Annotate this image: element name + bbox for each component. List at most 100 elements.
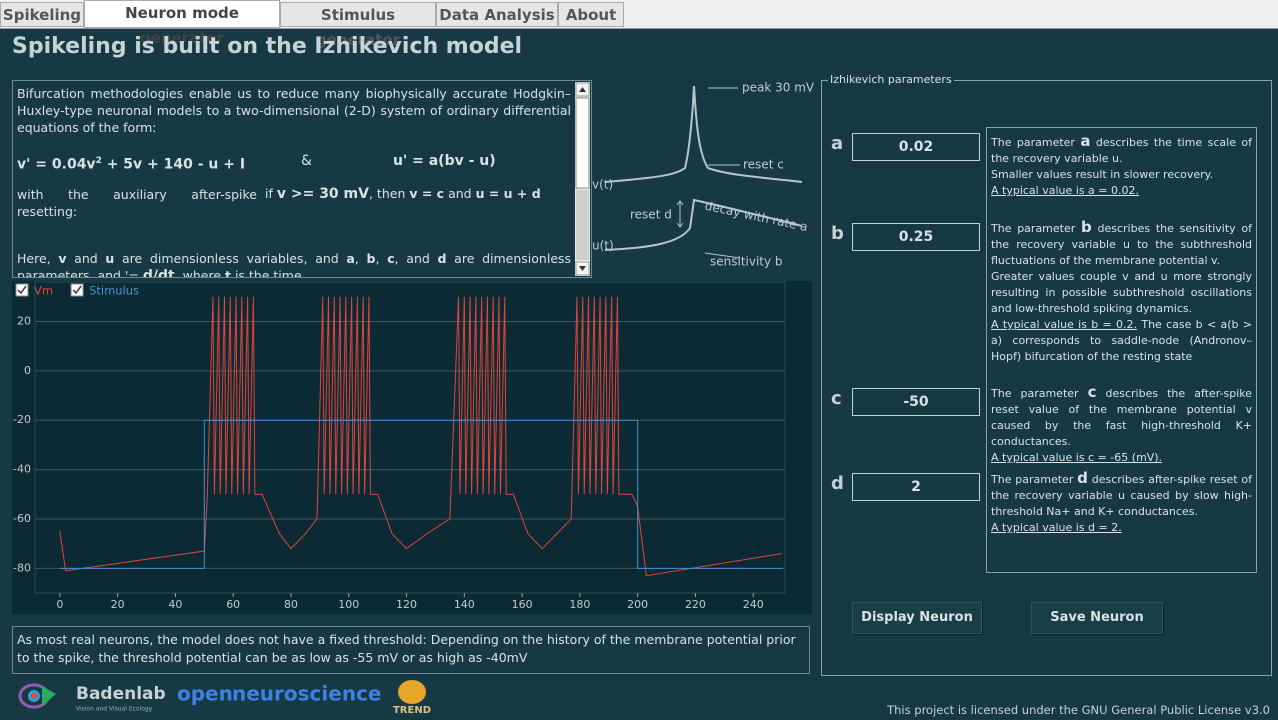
parameter-panel — [821, 80, 1272, 676]
x-tick-label: 120 — [396, 598, 417, 611]
text-part: Here, — [17, 251, 59, 266]
tab[interactable]: Stimulus generator — [280, 2, 436, 49]
reset-part: if — [265, 186, 277, 201]
text-part: u — [105, 251, 115, 266]
text-part: are dimensionless variables, and — [114, 251, 347, 266]
param-label: a — [831, 133, 844, 154]
desc-text: The case b < a(b > a) corresponds to sad… — [991, 318, 1253, 363]
display-neuron-button[interactable]: Display Neuron — [852, 602, 982, 634]
x-tick-label: 20 — [111, 598, 125, 611]
x-tick-label: 100 — [338, 598, 359, 611]
param-description: The parameter b describes the sensitivit… — [991, 219, 1252, 365]
desc-letter: b — [1081, 218, 1092, 236]
reset-rule: if v >= 30 mV, then v = c and u = u + d — [265, 185, 565, 203]
text-part: v — [58, 251, 67, 266]
equation-u: u' = a(bv - u) — [393, 153, 496, 169]
legend-checkbox[interactable] — [15, 283, 29, 297]
param-input[interactable]: 0.25 — [852, 223, 980, 251]
legend-check — [17, 285, 27, 295]
intro-text-box: Bifurcation methodologies enable us to r… — [12, 80, 592, 278]
tab[interactable]: Data Analysis — [436, 2, 558, 27]
desc-text: The parameter — [991, 222, 1082, 235]
reset-c-label: reset c — [743, 158, 784, 172]
param-input[interactable]: -50 — [852, 388, 980, 416]
param-description: The parameter d describes after-spike re… — [991, 470, 1252, 536]
openneuro-logo-a: open — [177, 682, 233, 706]
typical-value: A typical value is b = 0.2. — [991, 318, 1138, 331]
x-tick-label: 60 — [226, 598, 240, 611]
param-label: b — [831, 223, 844, 244]
y-tick-label: -80 — [13, 561, 31, 574]
desc-text: describes the sensitivity of the recover… — [991, 222, 1252, 267]
equation-part: v' = 0.04v — [17, 156, 96, 173]
desc-text: The parameter — [991, 473, 1078, 486]
desc-text: describes the after-spike reset value of… — [991, 387, 1252, 448]
x-tick-label: 240 — [743, 598, 764, 611]
equation-and: & — [301, 153, 312, 169]
tab-bar: Spikeling Neuron mode generator Stimulus g… — [0, 0, 1278, 49]
x-tick-label: 220 — [685, 598, 706, 611]
reset-d-label: reset d — [630, 208, 672, 222]
reset-part: v = c — [409, 186, 445, 201]
intro-paragraph-2: Here, v and u are dimensionless variable… — [17, 250, 571, 278]
threshold-note: As most real neurons, the model does not… — [12, 626, 810, 674]
desc-text: Greater values couple v and u more stron… — [991, 270, 1252, 315]
sensitivity-label: sensitivity b — [710, 255, 783, 269]
param-input[interactable]: 2 — [852, 473, 980, 501]
tab[interactable]: Neuron mode generator — [84, 0, 280, 47]
trend-logo: TREND — [393, 705, 431, 716]
series-line — [59, 296, 783, 577]
text-part: and — [66, 251, 106, 266]
legend-checkbox[interactable] — [70, 283, 84, 297]
legend-label: Vm — [34, 284, 53, 298]
desc-text: describes after-spike reset of the recov… — [991, 473, 1252, 518]
text-part: c — [387, 251, 395, 266]
y-tick-label: 0 — [24, 364, 31, 377]
typical-value: A typical value is a = 0.02. — [991, 184, 1139, 197]
x-tick-label: 200 — [627, 598, 648, 611]
x-tick-label: 40 — [168, 598, 182, 611]
page-title: Spikeling is built on the Izhikevich mod… — [12, 34, 523, 59]
param-input[interactable]: 0.02 — [852, 133, 980, 161]
legend-label: Stimulus — [89, 284, 139, 298]
text-part: a — [346, 251, 355, 266]
text-part: is the time. — [230, 268, 306, 278]
text-part: , — [354, 251, 367, 266]
x-tick-label: 180 — [569, 598, 590, 611]
logos: Badenlab Vision and Visual Ecology open … — [18, 680, 431, 716]
intro-paragraph: Bifurcation methodologies enable us to r… — [17, 86, 571, 135]
text-part: , — [375, 251, 388, 266]
desc-letter: a — [1080, 132, 1091, 150]
equation-v: v' = 0.04v2 + 5v + 140 - u + I — [17, 153, 257, 174]
x-tick-label: 80 — [284, 598, 298, 611]
parameter-group-title: Izhikevich parameters — [828, 73, 954, 86]
equation-part: + 5v + 140 - u + I — [101, 156, 246, 173]
save-neuron-button[interactable]: Save Neuron — [1031, 602, 1163, 634]
y-tick-label: 20 — [17, 314, 31, 327]
openneuro-logo-b: neuroscience — [232, 682, 381, 706]
reset-part: u = u + d — [475, 186, 541, 201]
series-line — [59, 419, 783, 569]
text-part: d/dt — [142, 268, 175, 278]
u-label: u(t) — [592, 239, 614, 253]
typical-value: A typical value is d = 2. — [991, 521, 1122, 534]
scrollbar[interactable] — [575, 82, 590, 276]
y-tick-label: -60 — [13, 512, 31, 525]
text-part: b — [366, 251, 376, 266]
tab[interactable]: Spikeling — [0, 2, 84, 27]
izhikevich-diagram: peak 30 mV reset c v(t) reset d decay wi… — [592, 81, 815, 269]
param-label: c — [831, 388, 842, 409]
decay-label: decay with rate a — [704, 199, 809, 234]
reset-part: , then — [368, 186, 410, 201]
desc-text: Smaller values result in slower recovery… — [991, 168, 1214, 181]
param-description: The parameter c describes the after-spik… — [991, 384, 1252, 466]
y-tick-label: -40 — [13, 463, 31, 476]
badenlab-logo: Badenlab — [76, 684, 166, 704]
reset-part: v >= 30 mV — [276, 186, 369, 202]
scrollbar-graphic — [575, 82, 590, 276]
reset-part: and — [444, 186, 476, 201]
param-description: The parameter a describes the time scale… — [991, 133, 1252, 199]
tab[interactable]: About — [558, 2, 624, 27]
